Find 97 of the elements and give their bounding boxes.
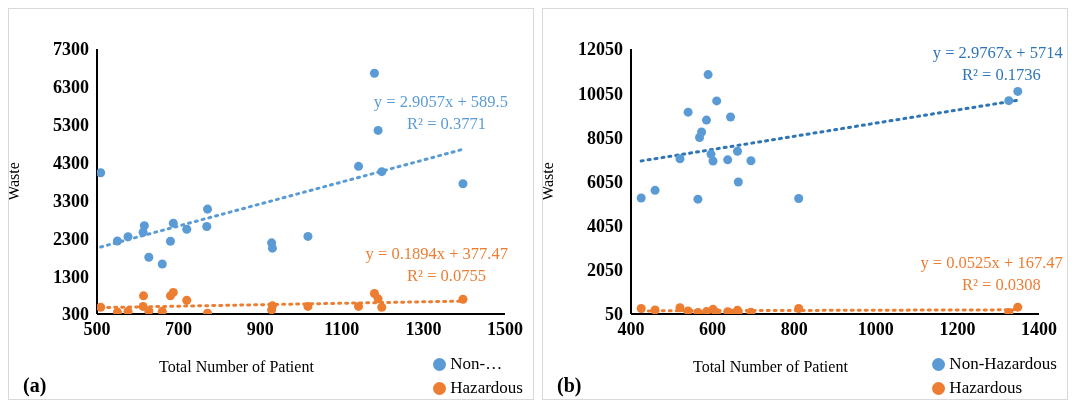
y-tick-label: 2050 bbox=[587, 260, 623, 281]
point bbox=[373, 294, 383, 304]
point bbox=[138, 227, 148, 237]
y-tick-label: 7300 bbox=[53, 39, 89, 60]
x-tick-label: 1100 bbox=[324, 318, 360, 339]
x-tick-label: 700 bbox=[165, 318, 193, 339]
y-tick-label: 6300 bbox=[53, 77, 89, 98]
point bbox=[203, 204, 213, 214]
x-tick-label: 1000 bbox=[857, 318, 894, 339]
point bbox=[139, 291, 149, 301]
y-axis-title: Waste bbox=[538, 162, 556, 201]
point bbox=[267, 305, 277, 314]
point bbox=[97, 302, 106, 312]
point bbox=[144, 306, 154, 314]
text: (a) bbox=[23, 374, 47, 397]
point bbox=[303, 301, 313, 311]
point bbox=[303, 231, 313, 241]
point bbox=[650, 305, 660, 314]
x-axis-title: Total Number of Patient bbox=[693, 358, 848, 376]
point bbox=[168, 287, 178, 297]
y-axis-title: Waste bbox=[4, 162, 22, 201]
y-tick-label: 12050 bbox=[578, 39, 623, 60]
point bbox=[726, 112, 736, 122]
point bbox=[746, 307, 756, 314]
point bbox=[712, 307, 722, 314]
point bbox=[123, 306, 133, 314]
point bbox=[701, 115, 711, 125]
point bbox=[723, 155, 733, 165]
point bbox=[267, 243, 277, 253]
series-label: y = 2.9767x + 5714 R² = 0.1736 bbox=[932, 43, 1063, 85]
point bbox=[712, 96, 722, 106]
text: (b) bbox=[557, 374, 582, 397]
point bbox=[675, 303, 685, 313]
x-tick-label: 1300 bbox=[405, 318, 442, 339]
point bbox=[354, 301, 364, 311]
point bbox=[157, 259, 167, 269]
point bbox=[458, 179, 468, 189]
point bbox=[794, 194, 804, 204]
point bbox=[650, 185, 660, 195]
point bbox=[1013, 86, 1023, 96]
point bbox=[182, 224, 192, 234]
series-label: y = 0.0525x + 167.47 R² = 0.0308 bbox=[920, 252, 1063, 294]
point bbox=[144, 252, 154, 262]
y-tick-label: 3300 bbox=[53, 190, 89, 211]
point bbox=[112, 236, 122, 246]
point bbox=[354, 161, 364, 171]
point bbox=[458, 294, 468, 304]
y-tick-label: 5300 bbox=[53, 115, 89, 136]
legend-label: Hazardous bbox=[949, 378, 1023, 398]
point bbox=[182, 295, 192, 305]
point bbox=[703, 70, 713, 80]
point bbox=[123, 232, 133, 242]
x-tick-label: 1500 bbox=[487, 318, 523, 339]
y-tick-label: 8050 bbox=[587, 127, 623, 148]
y-tick-label: 6050 bbox=[587, 171, 623, 192]
point bbox=[693, 194, 703, 204]
point bbox=[1004, 307, 1014, 314]
point bbox=[1013, 302, 1023, 312]
point bbox=[697, 127, 707, 137]
x-tick-label: 800 bbox=[780, 318, 808, 339]
point bbox=[693, 307, 703, 314]
point bbox=[732, 146, 742, 156]
y-tick-label: 1300 bbox=[53, 266, 89, 287]
x-tick-label: 1200 bbox=[939, 318, 976, 339]
point bbox=[794, 303, 804, 313]
y-tick-label: 4300 bbox=[53, 152, 89, 173]
y-tick-label: 2300 bbox=[53, 228, 89, 249]
point bbox=[369, 68, 379, 78]
point bbox=[165, 236, 175, 246]
point bbox=[373, 125, 383, 135]
legend-label: Non-… bbox=[450, 354, 503, 374]
text: y = 2.9057x + 589.5 R² = 0.3771 bbox=[373, 92, 508, 134]
series-label: y = 0.1894x + 377.47 R² = 0.0755 bbox=[365, 244, 508, 286]
point bbox=[202, 222, 212, 232]
point bbox=[733, 177, 743, 187]
y-tick-label: 10050 bbox=[578, 83, 623, 104]
point bbox=[683, 306, 693, 314]
legend-label: Hazardous bbox=[450, 378, 523, 398]
point bbox=[377, 302, 387, 312]
point bbox=[377, 167, 387, 177]
x-tick-label: 600 bbox=[699, 318, 727, 339]
point bbox=[168, 218, 178, 228]
point bbox=[708, 156, 718, 166]
point bbox=[1004, 96, 1014, 106]
point bbox=[683, 107, 693, 117]
point bbox=[675, 154, 685, 164]
point bbox=[112, 307, 122, 314]
point bbox=[97, 168, 106, 178]
x-tick-label: 900 bbox=[246, 318, 274, 339]
point bbox=[636, 193, 646, 203]
y-tick-label: 4050 bbox=[587, 216, 623, 237]
legend-label: Non-Hazardous bbox=[949, 354, 1057, 374]
x-tick-label: 1400 bbox=[1021, 318, 1057, 339]
point bbox=[636, 303, 646, 313]
x-axis-title: Total Number of Patient bbox=[159, 358, 314, 376]
point bbox=[157, 306, 167, 314]
point bbox=[746, 156, 756, 166]
